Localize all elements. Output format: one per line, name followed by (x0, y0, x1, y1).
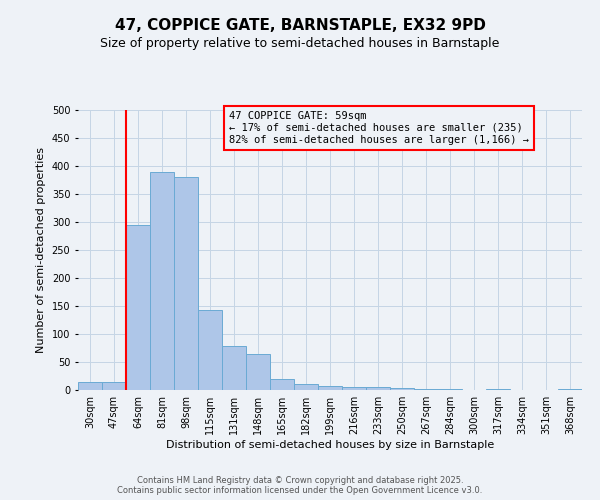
Bar (390, 388, 414, 390)
Bar (246, 354, 270, 390)
Bar (150, 172, 174, 390)
Y-axis label: Number of semi-detached properties: Number of semi-detached properties (36, 147, 46, 353)
Bar (270, 379, 294, 390)
Bar (198, 310, 222, 390)
Bar (294, 384, 318, 390)
Bar (222, 346, 246, 390)
Text: 47 COPPICE GATE: 59sqm
← 17% of semi-detached houses are smaller (235)
82% of se: 47 COPPICE GATE: 59sqm ← 17% of semi-det… (229, 112, 529, 144)
Text: Size of property relative to semi-detached houses in Barnstaple: Size of property relative to semi-detach… (100, 38, 500, 51)
Bar (78, 382, 102, 390)
Bar (342, 387, 366, 390)
Bar (366, 387, 390, 390)
Bar (126, 225, 150, 390)
Bar (174, 177, 198, 390)
Text: 47, COPPICE GATE, BARNSTAPLE, EX32 9PD: 47, COPPICE GATE, BARNSTAPLE, EX32 9PD (115, 18, 485, 32)
Bar (318, 386, 342, 390)
Text: Contains HM Land Registry data © Crown copyright and database right 2025.
Contai: Contains HM Land Registry data © Crown c… (118, 476, 482, 495)
Bar (558, 389, 582, 390)
X-axis label: Distribution of semi-detached houses by size in Barnstaple: Distribution of semi-detached houses by … (166, 440, 494, 450)
Bar (102, 382, 126, 390)
